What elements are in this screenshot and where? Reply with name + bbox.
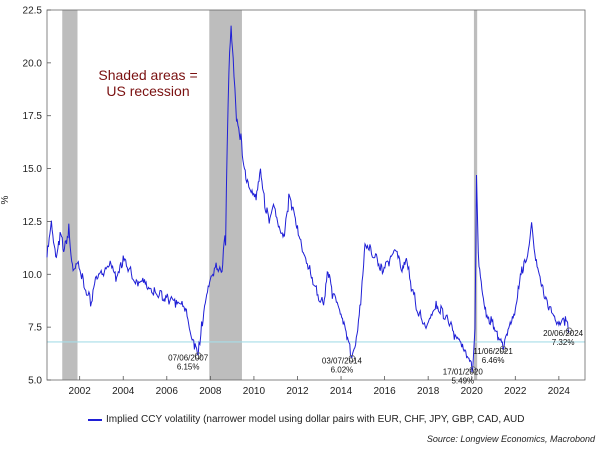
x-tick-label: 2002	[69, 386, 92, 397]
y-tick-label: 12.5	[23, 217, 43, 228]
source-note: Source: Longview Economics, Macrobond	[426, 434, 595, 444]
recession-band-2	[209, 10, 242, 380]
x-tick-label: 2024	[548, 386, 571, 397]
annotation-date-4: 11/06/2021	[473, 347, 513, 356]
y-tick-label: 5.0	[28, 376, 42, 387]
legend-label: Implied CCY volatility (narrower model u…	[106, 414, 525, 425]
x-tick-label: 2018	[417, 386, 440, 397]
recession-band-3	[473, 10, 478, 380]
x-tick-label: 2008	[199, 386, 222, 397]
volatility-chart: 5.07.510.012.515.017.520.022.5 2002 2004 2…	[0, 6, 586, 397]
annotation-date-2: 03/07/2014	[322, 356, 363, 365]
x-tick-label: 2004	[112, 386, 135, 397]
series-lines	[46, 25, 570, 373]
plot-frame	[46, 9, 586, 381]
annotation-marker-1	[194, 352, 202, 360]
recession-shading	[62, 10, 478, 380]
x-tick-label: 2012	[286, 386, 309, 397]
chart-axes	[46, 9, 586, 381]
y-tick-label: 7.5	[28, 323, 42, 334]
annotation-value-4: 6.46%	[482, 356, 505, 365]
x-axis-ticks: 2002 2004 2006 2008 2010 2012 2014 2016 2018 2020…	[69, 376, 571, 397]
series-line-1	[46, 25, 570, 373]
annotation-marker-2	[348, 355, 356, 362]
annotation-date-3: 17/01/2020	[443, 368, 484, 377]
recession-band-1	[62, 10, 78, 380]
y-axis-label: %	[0, 195, 11, 204]
y-tick-label: 10.0	[23, 270, 43, 281]
y-tick-label: 15.0	[23, 164, 43, 175]
annotation-value-5: 7.32%	[552, 338, 575, 347]
legend-swatch	[88, 418, 102, 421]
y-tick-label: 20.0	[23, 58, 43, 69]
annotation-marker-3	[469, 366, 477, 374]
annotation-value-1: 6.15%	[177, 363, 200, 372]
x-tick-label: 2010	[243, 386, 266, 397]
y-axis-ticks: 5.0 7.5 10.0 12.5 15.0 17.5 20.0 22.5	[23, 6, 51, 387]
y-tick-label: 22.5	[23, 6, 43, 17]
annotation-value-2: 6.02%	[331, 365, 354, 374]
shade-note-line-1: Shaded areas =	[98, 67, 197, 83]
legend: Implied CCY volatility (narrower model u…	[88, 414, 524, 425]
x-tick-label: 2006	[156, 386, 179, 397]
x-tick-label: 2016	[373, 386, 396, 397]
annotation-date-5: 20/06/2024	[543, 329, 584, 338]
shade-note-line-2: US recession	[106, 83, 189, 99]
annotation-date-1: 07/06/2007	[168, 354, 209, 363]
annotation-value-3: 5.49%	[451, 377, 474, 386]
x-tick-label: 2020	[461, 386, 484, 397]
y-tick-label: 17.5	[23, 111, 43, 122]
annotation-marker-4	[499, 345, 507, 353]
shade-note: Shaded areas = US recession	[98, 67, 197, 99]
x-tick-label: 2022	[504, 386, 527, 397]
annotation-marker-5	[565, 327, 573, 335]
x-tick-label: 2014	[330, 386, 353, 397]
